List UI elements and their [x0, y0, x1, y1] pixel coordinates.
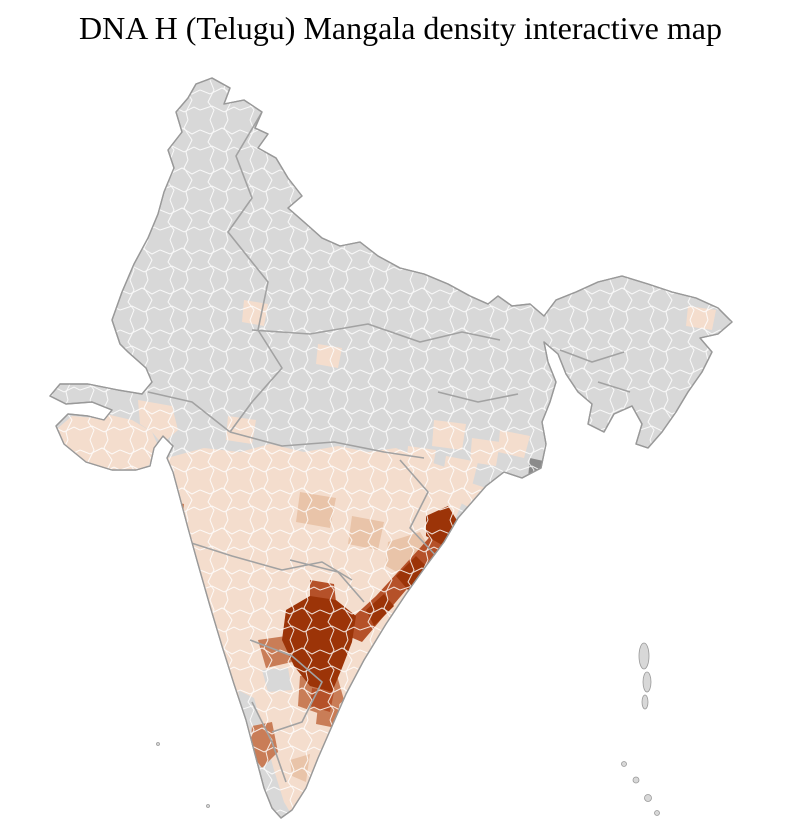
state-border-line	[399, 459, 441, 561]
andaman-island[interactable]	[641, 694, 649, 710]
state-border-line	[227, 111, 283, 433]
state-border-line	[559, 349, 625, 363]
state-border-line	[251, 701, 287, 783]
nicobar-island[interactable]	[621, 761, 627, 767]
district-boundaries-overlay	[50, 78, 732, 818]
state-border-line	[597, 381, 631, 393]
density-zone-konkan-coast[interactable]	[164, 528, 182, 552]
nicobar-island[interactable]	[632, 776, 640, 784]
state-borders	[147, 111, 631, 783]
lakshadweep-island[interactable]	[156, 742, 160, 746]
state-border-line	[181, 539, 353, 581]
page-title: DNA H (Telugu) Mangala density interacti…	[79, 10, 722, 46]
andaman-island[interactable]	[642, 671, 652, 693]
lakshadweep-island[interactable]	[206, 804, 210, 808]
state-border-line	[147, 391, 231, 433]
state-border-line	[249, 639, 323, 733]
nicobar-island[interactable]	[654, 810, 660, 816]
state-border-line	[251, 323, 501, 343]
state-border-line	[229, 431, 425, 459]
andaman-nicobar-islands[interactable]	[156, 642, 660, 816]
nicobar-island[interactable]	[644, 794, 652, 802]
state-border-line	[289, 559, 365, 603]
andaman-island[interactable]	[638, 642, 650, 670]
state-border-line	[437, 391, 519, 403]
